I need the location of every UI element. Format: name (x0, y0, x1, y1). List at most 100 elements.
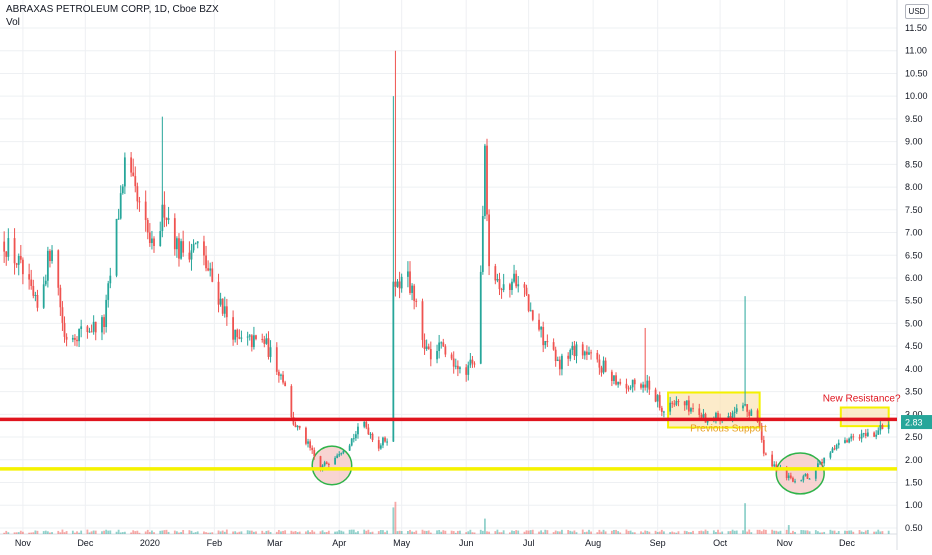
volume-bar (817, 531, 819, 534)
volume-bar (511, 530, 513, 534)
price-tick-label: 1.00 (905, 500, 923, 510)
volume-bar (369, 532, 372, 534)
candle-body (17, 255, 20, 265)
volume-bar (627, 530, 630, 534)
volume-bar (138, 532, 141, 534)
volume-bar (467, 531, 470, 534)
volume-bar (646, 530, 649, 534)
volume-bars (3, 501, 890, 534)
volume-bar (94, 530, 97, 534)
volume-bar (146, 529, 149, 534)
candle-body (673, 403, 676, 405)
candle-body (844, 440, 846, 443)
volume-bar (209, 532, 212, 534)
candle-body (19, 255, 22, 260)
time-tick-label: Nov (777, 538, 794, 548)
candle-body (508, 284, 511, 290)
candle-body (205, 255, 207, 269)
volume-bar (76, 531, 78, 534)
volume-bar (465, 532, 468, 534)
volume-bar (600, 531, 603, 534)
candle-body (76, 339, 78, 342)
candle-body (319, 456, 322, 469)
volume-bar (63, 532, 66, 534)
volume-bar (217, 530, 220, 534)
volume-bar (844, 530, 846, 534)
volume-bar (248, 530, 251, 534)
candle-body (744, 404, 746, 406)
volume-bar (602, 529, 605, 534)
volume-bar (531, 529, 534, 534)
candle-body (350, 438, 353, 446)
candle-body (161, 204, 164, 232)
volume-bar (277, 529, 280, 534)
volume-bar (846, 530, 848, 534)
candle-body (540, 326, 543, 330)
price-tick-label: 2.00 (905, 455, 923, 465)
candle-body (65, 336, 68, 340)
candle-body (561, 355, 563, 370)
annotations: Previous Support New Resistance? (690, 394, 901, 435)
volume-bar (407, 531, 409, 534)
volume-bar (325, 531, 328, 534)
currency-button[interactable]: USD (905, 4, 929, 19)
volume-bar (629, 530, 632, 534)
candle-body (887, 424, 890, 430)
candle-body (57, 250, 60, 288)
volume-bar (74, 532, 76, 534)
candle-body (146, 220, 149, 233)
volume-bar (167, 531, 170, 534)
price-tick-label: 5.00 (905, 318, 923, 328)
candle-body (115, 218, 118, 276)
candle-body (748, 411, 751, 416)
candle-body (5, 251, 8, 257)
candle-body (860, 433, 863, 439)
support-test-ellipse (311, 445, 353, 486)
candle-body (28, 274, 31, 280)
candle-body (178, 238, 180, 259)
candles (3, 50, 890, 484)
candle-body (590, 352, 592, 354)
volume-bar (719, 532, 721, 534)
volume-bar (17, 532, 20, 534)
volume-bar (823, 531, 826, 534)
volume-bar (706, 530, 709, 534)
volume-bar (625, 529, 628, 534)
candle-body (617, 381, 620, 385)
volume-bar (656, 531, 659, 534)
price-tick-label: 9.00 (905, 137, 923, 147)
candle-body (494, 266, 497, 281)
candle-body (217, 281, 220, 305)
candle-body (180, 241, 182, 259)
volume-bar (382, 530, 384, 534)
price-tick-label: 11.00 (905, 46, 927, 56)
time-tick-label: Mar (267, 538, 283, 548)
volume-bar (59, 532, 62, 534)
volume-bar (80, 530, 83, 534)
candle-body (92, 321, 95, 332)
candle-body (586, 351, 588, 355)
price-tick-label: 6.00 (905, 273, 923, 283)
volume-bar (552, 532, 555, 534)
candle-body (846, 440, 848, 443)
volume-bar (529, 530, 532, 534)
volume-bar (596, 532, 599, 534)
volume-bar (240, 531, 243, 534)
candle-body (61, 307, 64, 323)
candle-body (36, 294, 39, 308)
candle-body (654, 389, 657, 402)
price-tick-label: 4.50 (905, 341, 923, 351)
candle-body (775, 464, 778, 470)
volume-bar (30, 532, 33, 534)
volume-bar (34, 530, 37, 534)
volume-bar (631, 532, 634, 534)
volume-bar (311, 530, 314, 534)
candle-body (764, 453, 767, 455)
candle-body (103, 317, 105, 328)
volume-bar (298, 531, 301, 534)
volume-bar (386, 530, 389, 534)
candle-body (153, 238, 155, 246)
candle-body (756, 410, 759, 422)
candle-body (656, 395, 659, 402)
